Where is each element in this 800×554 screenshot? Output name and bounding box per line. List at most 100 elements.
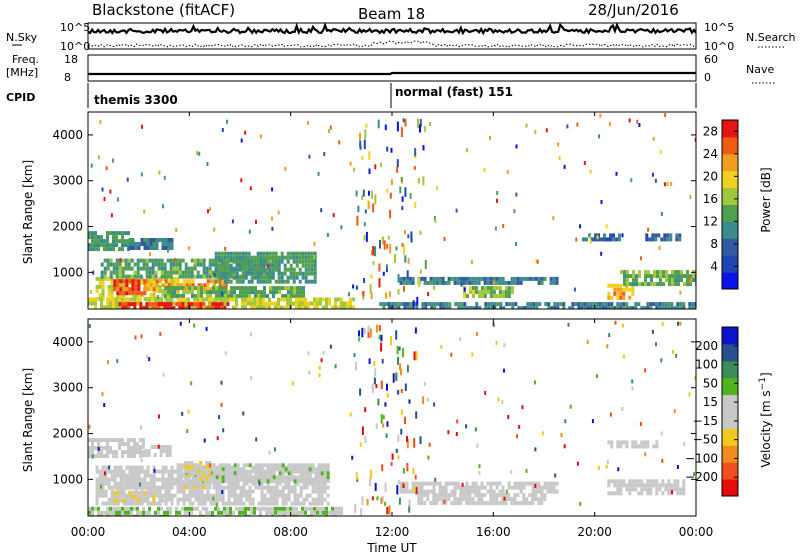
heatmap-cell [151, 302, 155, 307]
heatmap-cell [606, 344, 609, 349]
heatmap-cell [277, 514, 280, 516]
heatmap-cell [610, 295, 614, 300]
heatmap-cell [292, 301, 295, 306]
heatmap-cell [293, 485, 297, 490]
heatmap-cell [308, 479, 312, 484]
heatmap-cell [389, 209, 392, 219]
heatmap-cell [283, 514, 286, 516]
heatmap-cell [250, 332, 252, 337]
y-tick-label: 1000 [52, 472, 83, 486]
heatmap-cell [143, 242, 147, 246]
heatmap-cell [149, 279, 153, 284]
heatmap-cell [438, 276, 442, 281]
heatmap-cell [215, 475, 219, 480]
heatmap-cell [178, 274, 182, 279]
heatmap-cell [420, 485, 424, 490]
heatmap-cell [154, 510, 157, 515]
heatmap-cell [517, 306, 521, 309]
heatmap-cell [208, 306, 212, 309]
heatmap-cell [124, 266, 128, 271]
heatmap-cell [244, 514, 247, 516]
heatmap-cell [256, 506, 259, 511]
heatmap-cell [157, 297, 160, 302]
heatmap-cell [421, 302, 425, 307]
heatmap-cell [188, 489, 192, 494]
heatmap-cell [235, 259, 239, 264]
heatmap-cell [304, 297, 307, 302]
heatmap-cell [580, 302, 584, 307]
heatmap-cell [227, 479, 231, 484]
heatmap-cell [628, 306, 632, 309]
nave-label: Nave [746, 63, 774, 76]
heatmap-cell [205, 481, 209, 485]
heatmap-cell [337, 297, 340, 302]
heatmap-cell [230, 489, 234, 494]
heatmap-cell [176, 471, 180, 476]
heatmap-cell [471, 294, 475, 299]
heatmap-cell [568, 306, 572, 309]
colorbar-tick-label: 20 [703, 169, 718, 183]
heatmap-cell [235, 255, 239, 260]
heatmap-cell [206, 162, 209, 166]
heatmap-cell [116, 287, 120, 292]
heatmap-cell [320, 485, 324, 490]
heatmap-cell [166, 510, 169, 515]
heatmap-cell [121, 454, 124, 459]
heatmap-cell [190, 274, 194, 279]
heatmap-cell [290, 475, 294, 480]
heatmap-cell [133, 450, 136, 455]
heatmap-cell [176, 294, 179, 299]
heatmap-cell [140, 485, 144, 490]
heatmap-cell [299, 501, 303, 506]
heatmap-cell [450, 276, 454, 281]
heatmap-cell [445, 306, 449, 309]
heatmap-cell [187, 481, 191, 485]
heatmap-cell [435, 280, 438, 285]
heatmap-cell [325, 301, 328, 306]
heatmap-cell [515, 242, 518, 247]
heatmap-cell [278, 481, 282, 486]
heatmap-cell [136, 301, 139, 306]
heatmap-cell [419, 269, 422, 274]
heatmap-cell [181, 514, 184, 516]
heatmap-cell [115, 243, 118, 248]
heatmap-cell [356, 215, 359, 226]
heatmap-cell [663, 237, 667, 242]
heatmap-cell [406, 365, 409, 373]
heatmap-cell [137, 242, 141, 246]
heatmap-cell [223, 267, 227, 272]
heatmap-cell [218, 471, 222, 476]
heatmap-cell [274, 279, 278, 284]
heatmap-cell [221, 493, 225, 498]
heatmap-cell [250, 258, 254, 263]
heatmap-cell [208, 461, 212, 465]
heatmap-cell [296, 286, 299, 291]
heatmap-cell [503, 343, 506, 348]
heatmap-cell [205, 506, 208, 511]
heatmap-cell [326, 493, 330, 498]
heatmap-cell [128, 291, 132, 296]
heatmap-cell [689, 274, 692, 279]
heatmap-cell [140, 458, 143, 463]
heatmap-cell [101, 481, 105, 486]
heatmap-cell [457, 306, 461, 309]
heatmap-cell [531, 276, 535, 281]
heatmap-cell [272, 286, 275, 291]
heatmap-cell [127, 450, 130, 455]
heatmap-cell [271, 263, 275, 268]
heatmap-cell [179, 481, 183, 486]
heatmap-cell [412, 300, 415, 309]
heatmap-cell [432, 280, 436, 285]
heatmap-cell [259, 134, 262, 139]
heatmap-cell [284, 485, 288, 490]
heatmap-cell [206, 283, 210, 288]
heatmap-cell [626, 270, 629, 275]
heatmap-cell [471, 352, 474, 357]
heatmap-cell [148, 274, 152, 279]
heatmap-cell [145, 258, 149, 263]
heatmap-cell [340, 506, 343, 511]
heatmap-cell [215, 290, 218, 295]
heatmap-cell [320, 489, 324, 494]
heatmap-cell [167, 279, 171, 284]
heatmap-cell [413, 165, 416, 170]
